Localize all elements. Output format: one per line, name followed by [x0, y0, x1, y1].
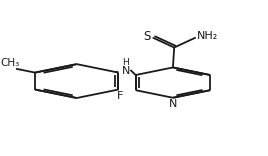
- Text: N: N: [122, 66, 130, 76]
- Text: N: N: [169, 99, 177, 109]
- Text: NH₂: NH₂: [197, 31, 218, 41]
- Text: H: H: [122, 58, 129, 67]
- Text: S: S: [143, 29, 151, 43]
- Text: CH₃: CH₃: [1, 58, 20, 68]
- Text: F: F: [117, 91, 123, 101]
